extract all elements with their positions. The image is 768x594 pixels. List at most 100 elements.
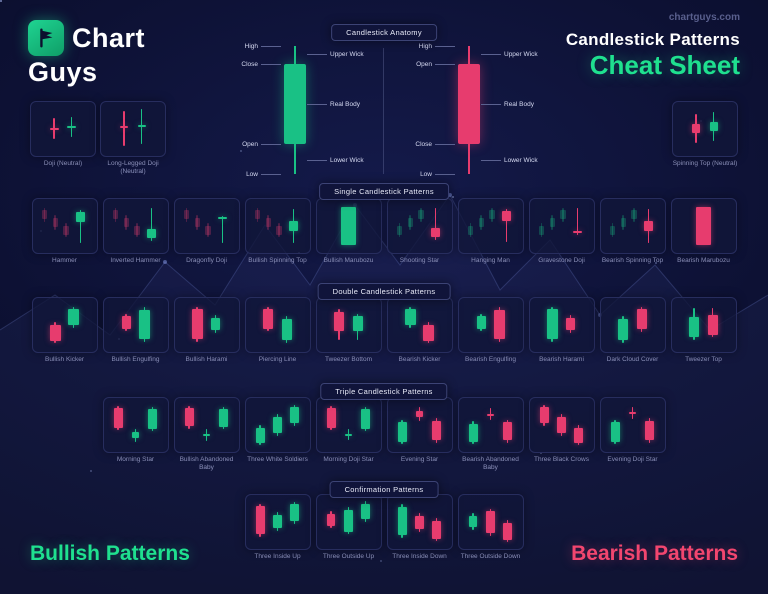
neutral-card-long-legged-doji: Long-Legged Doji (Neutral) [100, 101, 166, 177]
page-subtitle: Cheat Sheet [589, 50, 740, 80]
pattern-card-canvas [457, 297, 524, 353]
candle-body [273, 417, 282, 433]
candlestick-drawing [535, 204, 589, 248]
pattern-card-canvas [457, 494, 524, 550]
candle-wick [65, 223, 67, 238]
pattern-name: Morning Star [116, 456, 155, 463]
pattern-name: Three Black Crows [534, 456, 589, 463]
candlestick-drawing [393, 500, 447, 544]
pattern-name: Gravestone Doji [538, 257, 585, 264]
pattern-name: Inverted Hammer [110, 257, 161, 264]
pattern-card: Bullish Kicker [31, 297, 98, 364]
pattern-card: Bearish Marubozu [670, 198, 737, 265]
candle-wick [480, 215, 482, 230]
candle-body [636, 309, 647, 330]
footer-bearish-label: Bearish Patterns [571, 542, 738, 565]
candle-body [263, 309, 274, 329]
candle-body [202, 434, 210, 437]
candle-wick [434, 207, 437, 241]
candle-body [503, 422, 513, 440]
pattern-card-canvas [100, 101, 166, 157]
candle-body [76, 211, 85, 222]
candle-wick [505, 209, 508, 242]
candle-wick [491, 207, 493, 222]
pattern-card: Morning Doji Star [315, 397, 382, 473]
candle-body [122, 316, 131, 329]
candlestick-drawing [535, 403, 589, 447]
candlestick-drawing [464, 500, 518, 544]
candle-body [689, 317, 700, 338]
candle-wick [79, 210, 82, 243]
candle-body [432, 521, 442, 539]
candle-body [468, 424, 478, 442]
pattern-card: Bullish Abandoned Baby [173, 397, 240, 473]
page-title: Candlestick Patterns [565, 30, 740, 49]
pattern-card: Bullish Engulfing [102, 297, 169, 364]
neutral-card-spinning-top: Spinning Top (Neutral) [672, 101, 738, 168]
candle-wick [267, 215, 269, 230]
pattern-name: Three Outside Down [460, 553, 521, 560]
pattern-card-canvas [315, 198, 382, 254]
pattern-card: Bearish Kicker [386, 297, 453, 364]
candle-wick [562, 207, 564, 222]
pattern-card-canvas [386, 397, 453, 453]
pattern-card-canvas [528, 397, 595, 453]
pattern-card-canvas [31, 198, 98, 254]
candlestick-drawing [464, 204, 518, 248]
candle-wick [576, 208, 579, 235]
candle-body [477, 316, 486, 329]
pattern-card-canvas [244, 198, 311, 254]
candle-wick [398, 223, 401, 238]
neutral-card-doji: Doji (Neutral) [30, 101, 96, 168]
candle-wick [409, 215, 411, 230]
candlestick-drawing [109, 204, 163, 248]
pattern-card: Bearish Harami [528, 297, 595, 364]
candle-body [707, 315, 718, 335]
candle-body [574, 427, 584, 444]
candlestick-drawing [464, 403, 518, 447]
chartguys-flag-icon [28, 20, 64, 56]
anatomy-bullish-candle: High Close Open Low Upper Wick Real Body… [217, 40, 377, 182]
candle-body [620, 218, 626, 227]
candle-body [273, 514, 282, 529]
pattern-row-confirmation: Three Inside Up Three Outside Up Three Ins… [0, 494, 768, 561]
pattern-card: Piercing Line [244, 297, 311, 364]
anatomy-label-upper-wick: Upper Wick [307, 50, 375, 58]
pattern-card-canvas [599, 397, 666, 453]
section-badge-double: Double Candlestick Patterns [317, 283, 451, 300]
pattern-card: Three Black Crows [528, 397, 595, 473]
candle-body [326, 408, 336, 428]
candle-body [255, 427, 265, 444]
pattern-card: Three Inside Up [244, 494, 311, 561]
pattern-card: Three Outside Up [315, 494, 382, 561]
pattern-card-canvas [102, 397, 169, 453]
candle-wick [43, 207, 46, 222]
logo-text-chart: Chart [72, 22, 146, 53]
candlestick-anatomy: High Close Open Low Upper Wick Real Body… [217, 40, 551, 182]
candle-wick [185, 207, 188, 222]
candlestick-drawing [38, 204, 92, 248]
candle-body [218, 217, 227, 220]
pattern-row-triple: Morning Star Bullish Abandoned Baby Three … [0, 397, 768, 473]
pattern-card-canvas [31, 297, 98, 353]
candlestick-drawing [393, 403, 447, 447]
pattern-card-canvas [244, 297, 311, 353]
candle-body [63, 226, 69, 235]
pattern-card: Bullish Spinning Top [244, 198, 311, 265]
candle-wick [420, 207, 422, 222]
candlestick-drawing [106, 107, 160, 151]
pattern-card: Evening Star [386, 397, 453, 473]
candlestick-drawing [535, 303, 589, 347]
candle-body [609, 226, 616, 235]
pattern-row-single: Hammer Inverted Hammer Dragonfly Doji Bulli… [0, 198, 768, 265]
pattern-card-canvas [670, 198, 737, 254]
candle-body [137, 124, 146, 127]
pattern-card: Hammer [31, 198, 98, 265]
candle-body [41, 210, 48, 219]
anatomy-bearish-candle: High Open Close Low Upper Wick Real Body… [391, 40, 551, 182]
candle-wick [611, 223, 614, 238]
candle-wick [221, 216, 224, 243]
website-url: chartguys.com [668, 12, 740, 23]
pattern-name: Dragonfly Doji [186, 257, 227, 264]
